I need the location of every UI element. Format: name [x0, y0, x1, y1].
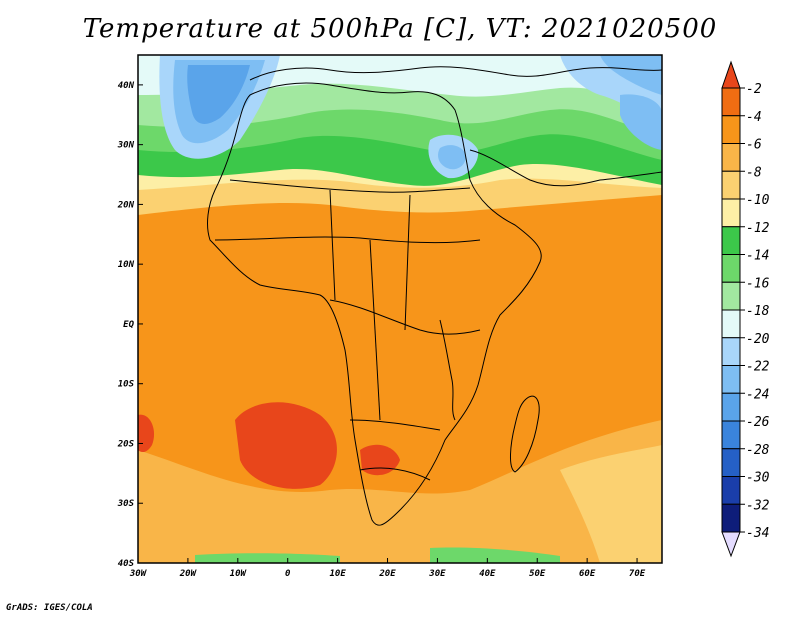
colorbar-swatch — [721, 281, 741, 311]
colorbar-swatch — [721, 170, 741, 200]
colorbar-label: -14 — [746, 249, 769, 264]
coastlines — [207, 66, 662, 526]
colorbar-label: -16 — [746, 276, 770, 291]
lon-tick-label: 10E — [329, 569, 346, 579]
colorbar-swatch — [721, 198, 741, 228]
colorbar-swatch — [721, 143, 741, 172]
lon-tick-label: 30E — [428, 569, 446, 579]
colorbar-label: -24 — [746, 387, 769, 402]
field-hot-atlantic — [235, 402, 337, 489]
temperature-field — [138, 55, 662, 563]
field-hot-namibia — [360, 444, 400, 476]
lat-tick-label: 20N — [117, 200, 135, 210]
colorbar-swatch — [721, 87, 741, 117]
colorbar-swatch — [721, 309, 741, 339]
lat-tick-label: EQ — [123, 320, 134, 330]
europe-coast — [249, 66, 662, 81]
colorbar-swatch — [721, 476, 741, 505]
madagascar — [510, 395, 540, 473]
lat-tick-label: 10S — [118, 380, 135, 390]
colorbar-swatch — [721, 337, 741, 366]
axis-ticks: 30W 20W 10W 0 10E 20E 30E 40E 50E 60E 70E 40N 30N 20N… — [117, 81, 646, 579]
lat-tick-label: 10N — [118, 260, 135, 270]
credit-label: GrADS: IGES/COLA — [6, 603, 93, 613]
colorbar-label: -12 — [746, 221, 770, 236]
border-sahara — [229, 179, 471, 193]
lon-tick-label: 30W — [129, 569, 148, 579]
colorbar-label: -2 — [746, 82, 762, 97]
lat-tick-label: 20S — [117, 439, 135, 449]
arabia-coast — [469, 149, 662, 187]
border-south — [349, 419, 441, 431]
map-frame — [137, 54, 663, 564]
lon-tick-label: 20E — [378, 569, 396, 579]
colorbar-swatch — [721, 226, 741, 255]
field-cold-egypt-core — [438, 145, 466, 170]
colorbar-label: -22 — [746, 360, 770, 375]
lat-tick-label: 30N — [117, 141, 135, 151]
colorbar-label: -6 — [746, 138, 762, 153]
colorbar-label: -20 — [746, 332, 770, 347]
lat-tick-label: 40N — [118, 81, 135, 91]
colorbar-swatch — [721, 503, 741, 533]
colorbar-label: -34 — [746, 526, 769, 541]
lon-tick-label: 70E — [629, 569, 646, 579]
colorbar-label: -4 — [746, 110, 762, 125]
colorbar-top-arrow — [721, 60, 741, 89]
field-cold-east — [620, 94, 662, 150]
field-south-green — [195, 553, 340, 563]
colorbar-swatch — [721, 392, 741, 422]
field-cold-ne-core — [600, 55, 662, 95]
colorbar-swatch — [721, 365, 741, 394]
lat-tick-label: 30S — [117, 499, 135, 509]
colorbar: -2 -4 -6 -8 -10 -12 -14 -16 -18 -20 -22 -24 -26 -28 -3… — [721, 60, 770, 558]
border-vertical-2 — [404, 194, 411, 331]
border-vertical-1 — [329, 189, 336, 301]
colorbar-label: -26 — [746, 415, 770, 430]
lon-tick-label: 40E — [479, 569, 496, 579]
field-cold-atlantic-core — [187, 65, 250, 124]
lon-tick-label: 60E — [579, 569, 596, 579]
colorbar-swatch — [721, 448, 741, 477]
colorbar-label: -10 — [746, 193, 770, 208]
colorbar-label: -28 — [746, 443, 770, 458]
border-central — [329, 299, 481, 335]
lakes-rift — [439, 319, 456, 421]
lon-tick-label: 0 — [285, 569, 291, 579]
lon-tick-label: 50E — [529, 569, 546, 579]
colorbar-label: -18 — [746, 304, 770, 319]
field-southeast-pale — [560, 445, 662, 563]
lat-tick-label: 40S — [118, 559, 135, 569]
lon-tick-label: 20W — [179, 569, 198, 579]
colorbar-swatch — [721, 420, 741, 450]
colorbar-label: -30 — [746, 471, 770, 486]
border-vertical-3 — [369, 239, 381, 421]
field-south-light — [138, 420, 662, 563]
map-title: Temperature at 500hPa [C], VT: 202102050… — [82, 14, 718, 44]
africa-coastline — [207, 82, 542, 526]
colorbar-bottom-arrow — [721, 531, 741, 558]
colorbar-swatch — [721, 115, 741, 144]
field-hot-west — [138, 414, 155, 453]
lon-tick-label: 10W — [230, 569, 248, 579]
field-south-green2 — [430, 547, 560, 563]
colorbar-label: -32 — [746, 498, 770, 513]
colorbar-label: -8 — [746, 165, 762, 180]
border-sahel — [214, 236, 481, 244]
border-south2 — [359, 467, 431, 481]
colorbar-swatch — [721, 254, 741, 283]
